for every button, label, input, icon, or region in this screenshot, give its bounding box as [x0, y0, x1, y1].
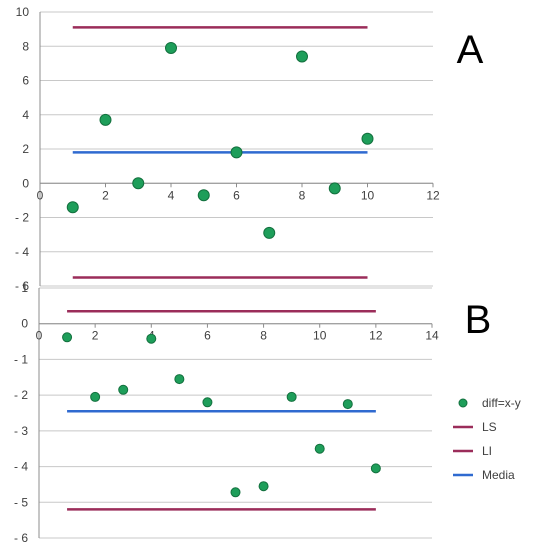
data-point	[118, 384, 129, 395]
y-tick-label: 4	[22, 108, 29, 122]
legend-label: Media	[482, 468, 515, 482]
data-point	[62, 332, 73, 343]
x-tick-label: 6	[204, 329, 211, 343]
x-tick-label: 2	[92, 329, 99, 343]
data-point	[286, 391, 297, 402]
panel-label: B	[465, 298, 492, 342]
data-point	[202, 397, 213, 408]
data-point	[132, 177, 145, 190]
x-tick-label: 14	[425, 329, 439, 343]
y-tick-label: - 2	[14, 388, 28, 402]
legend-label: LI	[482, 444, 492, 458]
data-point	[99, 113, 112, 126]
chart-panel-a: 10 8 6 4 2 0 - 2 - 4 - 6 0 2 4 6 8 10 12 A	[15, 5, 484, 293]
x-tick-label: 0	[37, 188, 44, 202]
legend: diff=x-y LS LI Media	[453, 396, 521, 482]
y-tick-label: 0	[21, 317, 28, 331]
data-point	[263, 226, 276, 239]
data-point	[174, 374, 185, 385]
legend-label: diff=x-y	[482, 396, 521, 410]
data-point	[146, 333, 157, 344]
y-tick-label: - 3	[14, 424, 28, 438]
data-point	[328, 182, 341, 195]
data-point	[342, 399, 353, 410]
x-tick-label: 10	[361, 188, 375, 202]
data-point	[258, 481, 269, 492]
data-point	[66, 201, 79, 214]
data-point	[197, 189, 210, 202]
y-tick-label: - 4	[14, 460, 28, 474]
y-tick-label: 6	[22, 74, 29, 88]
x-tick-label: 2	[102, 188, 109, 202]
x-tick-label: 0	[36, 329, 43, 343]
data-point	[296, 50, 308, 63]
y-tick-label: 2	[22, 142, 29, 156]
panel-label: A	[457, 28, 484, 72]
x-tick-label: 12	[369, 329, 383, 343]
y-tick-label: - 6	[15, 279, 29, 293]
data-point	[314, 443, 325, 454]
legend-label: LS	[482, 420, 497, 434]
chart-panel-b: 10- 1- 2- 3- 4- 5- 602468101214B	[14, 281, 491, 545]
data-point	[230, 146, 243, 159]
x-tick-label: 4	[168, 188, 175, 202]
y-tick-label: 0	[22, 176, 29, 190]
x-tick-label: 8	[299, 188, 306, 202]
y-tick-label: - 1	[14, 352, 28, 366]
x-tick-label: 10	[313, 329, 327, 343]
y-tick-label: - 4	[15, 245, 29, 259]
x-tick-label: 8	[260, 329, 267, 343]
data-point	[165, 41, 177, 54]
data-point	[361, 132, 374, 145]
y-tick-label: 10	[16, 5, 30, 19]
y-tick-label: - 2	[15, 211, 29, 225]
y-tick-label: 8	[22, 39, 29, 53]
data-point	[370, 463, 381, 474]
data-point	[230, 487, 241, 498]
y-tick-label: 1	[21, 281, 28, 295]
x-tick-label: 6	[233, 188, 240, 202]
legend-marker	[458, 398, 468, 408]
x-tick-label: 12	[426, 188, 440, 202]
y-tick-label: - 6	[14, 531, 28, 545]
y-tick-label: - 5	[14, 495, 28, 509]
data-point	[90, 391, 101, 402]
